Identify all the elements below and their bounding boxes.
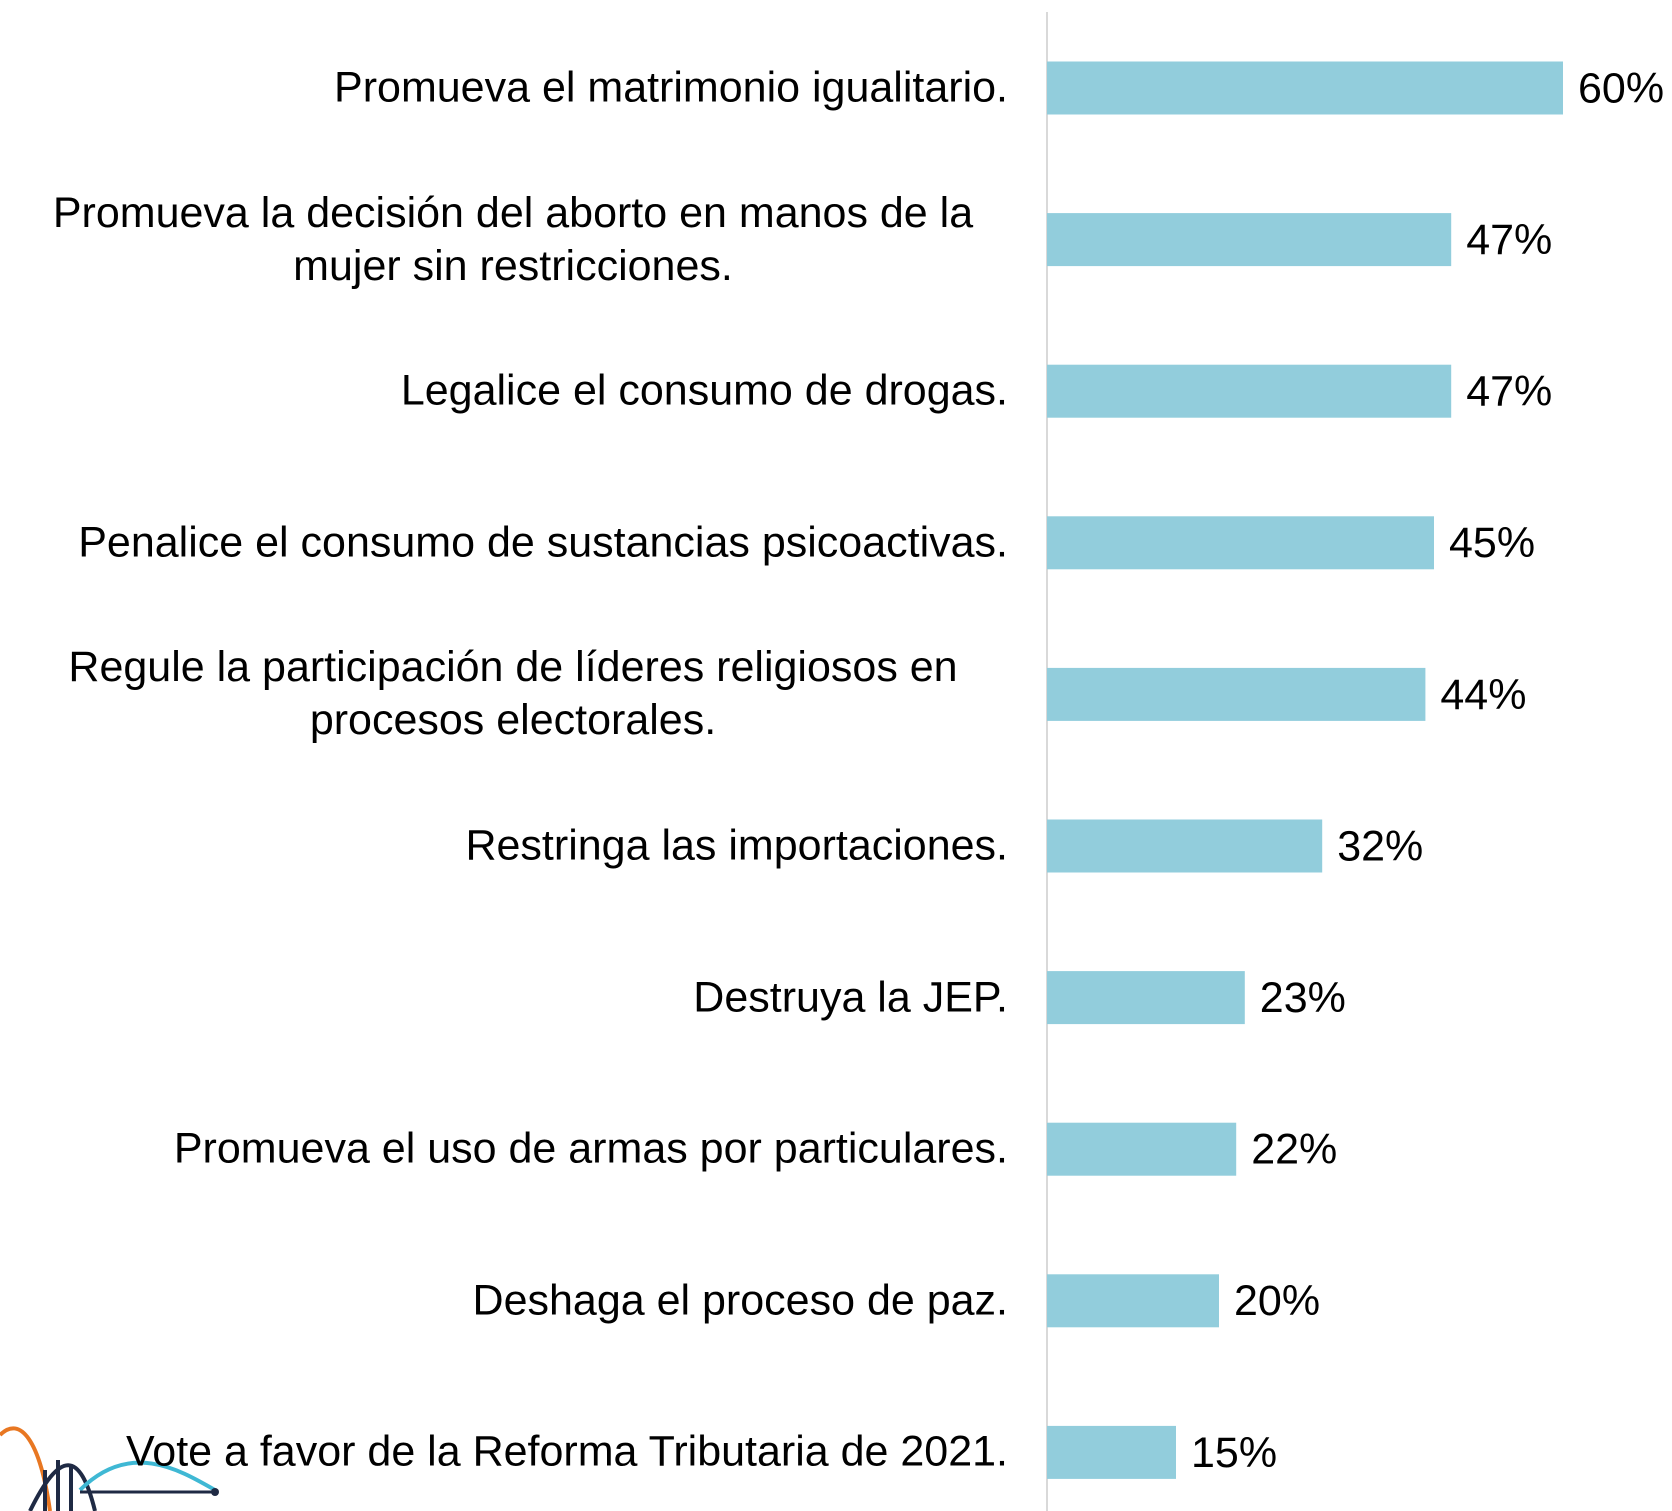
logo (0, 1426, 219, 1511)
category-label: Promueva el uso de armas por particulare… (173, 1124, 1008, 1173)
category-label: Penalice el consumo de sustancias psicoa… (78, 518, 1008, 567)
value-label: 47% (1466, 216, 1552, 264)
bar (1047, 971, 1245, 1025)
value-label: 45% (1449, 519, 1535, 567)
value-label: 23% (1260, 974, 1346, 1022)
bar (1047, 1425, 1176, 1479)
value-label: 22% (1251, 1126, 1337, 1174)
bar (1047, 516, 1434, 570)
bar (1047, 364, 1452, 418)
category-label: Regule la participación de líderes relig… (68, 643, 958, 745)
value-label: 32% (1337, 822, 1423, 870)
category-label: Restringa las importaciones. (465, 821, 1008, 870)
category-label: Promueva la decisión del aborto en manos… (52, 188, 974, 290)
category-label: Vote a favor de la Reforma Tributaria de… (125, 1427, 1008, 1476)
bar (1047, 667, 1426, 721)
category-label: Destruya la JEP. (693, 973, 1008, 1022)
bar (1047, 1122, 1237, 1176)
value-label: 44% (1440, 671, 1526, 719)
category-label: Promueva el matrimonio igualitario. (334, 63, 1008, 112)
bar (1047, 213, 1452, 267)
bar (1047, 61, 1563, 115)
value-label: 47% (1466, 368, 1552, 416)
bar (1047, 1274, 1219, 1328)
value-label: 20% (1234, 1277, 1320, 1325)
bar (1047, 819, 1323, 873)
value-label: 60% (1578, 64, 1664, 112)
value-label: 15% (1191, 1429, 1277, 1477)
category-label: Legalice el consumo de drogas. (400, 366, 1008, 415)
category-label: Deshaga el proceso de paz. (472, 1276, 1008, 1325)
